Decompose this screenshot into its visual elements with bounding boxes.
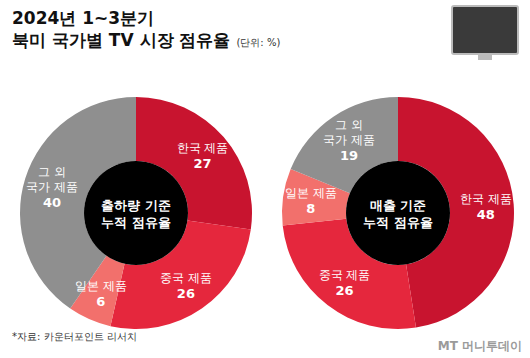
center-title: 매출 기준 (370, 198, 426, 213)
slice-label: 중국 제품 (319, 268, 371, 282)
logo: MT 머니투데이 (438, 339, 522, 353)
data-label: 26 (335, 283, 353, 298)
slices (20, 97, 252, 329)
slice-label: 그 외국가 제품 (323, 118, 375, 147)
center-title: 누적 점유율 (101, 215, 170, 230)
slice-label: 일본 제품 (75, 279, 127, 293)
title: 2024년 1~3분기 (12, 8, 154, 28)
data-label: 40 (43, 195, 61, 210)
donut-hole (84, 161, 188, 265)
slice-label: 중국 제품 (160, 271, 212, 285)
tv-screen (452, 6, 518, 54)
data-label: 27 (193, 156, 211, 171)
tv-icon (452, 6, 518, 60)
center-title: 출하량 기준 (101, 198, 170, 213)
slice-label: 일본 제품 (285, 186, 337, 200)
donut-chart: 출하량 기준누적 점유율 한국 제품27 중국 제품26 일본 제품6 그 외국가 제품… (20, 97, 252, 329)
slices (282, 97, 514, 329)
slice-label: 한국 제품 (177, 141, 229, 155)
donut-chart: 매출 기준누적 점유율 한국 제품48 중국 제품26 일본 제품8 그 외국가 제품1… (282, 97, 514, 329)
slice-label: 한국 제품 (460, 192, 512, 206)
data-label: 48 (477, 207, 495, 222)
source: *자료: 카운터포인트 리서치 (12, 331, 137, 342)
tv-stand (478, 54, 492, 60)
background (0, 0, 530, 358)
slice-label: 그 외국가 제품 (26, 165, 78, 194)
title: 북미 국가별 TV 시장 점유율 (12, 30, 230, 50)
data-label: 8 (306, 201, 315, 216)
unit-label: (단위: %) (236, 37, 280, 48)
data-label: 26 (177, 286, 195, 301)
data-label: 6 (96, 294, 105, 309)
donut-hole (346, 161, 450, 265)
center-title: 누적 점유율 (363, 215, 432, 230)
data-label: 19 (340, 148, 358, 163)
